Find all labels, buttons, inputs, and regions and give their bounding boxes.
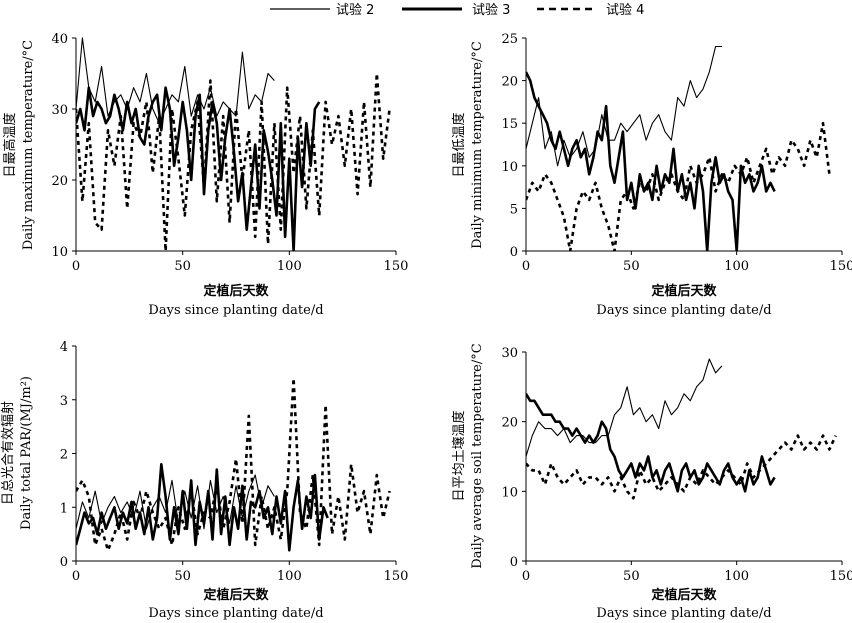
- x-tick-label: 0: [522, 259, 530, 274]
- y-tick-label: 1: [60, 501, 68, 516]
- x-tick-label: 0: [72, 569, 80, 584]
- ticks-soil-temperature: 0 50 100 150 0 10 20 30: [501, 346, 852, 584]
- x-tick-label: 100: [277, 259, 302, 274]
- y-tick-label: 10: [501, 485, 518, 500]
- y-tick-label: 20: [501, 75, 518, 90]
- series-layer-max-temperature: [76, 37, 391, 251]
- panel-min-temperature: 0 50 100 150 0 5 10 15 20 25 定植后天数 Days since pla…: [451, 32, 852, 318]
- x-tick-label: 50: [623, 259, 640, 274]
- panel-max-temperature: 0 50 100 150 10 20 30 40 定植后天数 Days since plant…: [2, 32, 408, 318]
- y-axis-label-cn: 日最高温度: [2, 112, 18, 177]
- ticks-par: 0 50 100 150 0 1 2 3 4: [60, 340, 409, 584]
- series-line-trial2: [526, 45, 722, 167]
- y-tick-label: 2: [60, 448, 68, 463]
- series-layer-soil-temperature: [526, 358, 837, 500]
- y-tick-label: 0: [510, 245, 518, 260]
- x-tick-label: 100: [277, 569, 302, 584]
- y-tick-label: 0: [510, 555, 518, 570]
- series-line-trial4: [526, 121, 831, 251]
- legend-label-trial2: 试验 2: [336, 2, 374, 18]
- legend-label-trial3: 试验 3: [472, 2, 510, 18]
- y-tick-label: 40: [51, 32, 68, 47]
- x-tick-label: 150: [830, 569, 852, 584]
- series-line-trial2: [526, 358, 723, 457]
- x-tick-label: 100: [724, 569, 749, 584]
- y-tick-label: 4: [60, 340, 68, 355]
- y-axis-label-cn: 日平均土壤温度: [451, 410, 467, 501]
- y-axis-label-en: Daily maximum temperature/°C: [21, 40, 36, 250]
- y-tick-label: 10: [51, 245, 68, 260]
- legend-label-trial4: 试验 4: [606, 2, 644, 18]
- y-tick-label: 20: [51, 174, 68, 189]
- x-tick-label: 0: [522, 569, 530, 584]
- x-axis-label-cn: 定植后天数: [202, 283, 269, 299]
- y-tick-label: 3: [60, 394, 68, 409]
- y-axis-label-en: Daily minimum temperature/°C: [470, 41, 485, 249]
- series-line-trial3: [526, 393, 776, 493]
- ticks-max-temperature: 0 50 100 150 10 20 30 40: [51, 32, 408, 274]
- panel-par: 0 50 100 150 0 1 2 3 4 定植后天数 Days since planting…: [0, 340, 408, 621]
- y-tick-label: 0: [60, 555, 68, 570]
- series-line-trial3: [76, 86, 321, 251]
- x-tick-label: 150: [384, 569, 409, 584]
- x-axis-label-en: Days since planting date/d: [596, 303, 771, 318]
- x-axis-label-en: Days since planting date/d: [148, 303, 323, 318]
- x-axis-label-en: Days since planting date/d: [148, 606, 323, 621]
- y-tick-label: 30: [501, 346, 518, 361]
- series-line-trial3: [526, 71, 776, 251]
- y-axis-label-en: Daily total PAR/(MJ/m²): [19, 376, 34, 530]
- y-tick-label: 30: [51, 103, 68, 118]
- x-tick-label: 150: [384, 259, 409, 274]
- y-tick-label: 5: [510, 202, 518, 217]
- series-line-trial3: [76, 462, 329, 552]
- y-tick-label: 25: [501, 32, 518, 47]
- x-axis-label-cn: 定植后天数: [650, 283, 717, 299]
- x-tick-label: 100: [724, 259, 749, 274]
- panel-soil-temperature: 0 50 100 150 0 10 20 30 定植后天数 Days since planti…: [451, 343, 852, 621]
- ticks-min-temperature: 0 50 100 150 0 5 10 15 20 25: [501, 32, 852, 274]
- series-layer-par: [76, 376, 391, 552]
- series-layer-min-temperature: [526, 45, 831, 251]
- y-tick-label: 20: [501, 416, 518, 431]
- y-axis-label-cn: 日最低温度: [451, 112, 467, 177]
- x-axis-label-cn: 定植后天数: [202, 587, 269, 603]
- x-tick-label: 0: [72, 259, 80, 274]
- y-axis-label-cn: 日总光合有效辐射: [0, 401, 16, 505]
- y-tick-label: 10: [501, 160, 518, 175]
- series-line-trial4: [76, 376, 391, 552]
- series-line-trial2: [76, 37, 275, 124]
- series-line-trial4: [526, 434, 837, 500]
- x-axis-label-en: Days since planting date/d: [596, 606, 771, 621]
- x-tick-label: 50: [623, 569, 640, 584]
- x-axis-label-cn: 定植后天数: [650, 587, 717, 603]
- x-tick-label: 150: [830, 259, 852, 274]
- x-tick-label: 50: [174, 569, 191, 584]
- y-tick-label: 15: [501, 117, 518, 132]
- x-tick-label: 50: [174, 259, 191, 274]
- legend: 试验 2 试验 3 试验 4: [270, 2, 644, 18]
- y-axis-label-en: Daily average soil temperature/°C: [470, 343, 485, 568]
